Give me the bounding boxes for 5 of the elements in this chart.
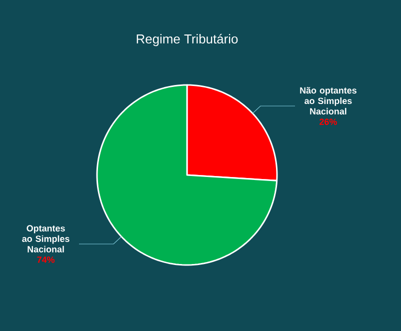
chart-title: Regime Tributário <box>136 34 238 46</box>
slice-label: Optantes ao Simples Nacional <box>22 225 70 252</box>
data-label: 26% <box>320 118 337 125</box>
slice-label: Não optantes ao Simples Nacional <box>300 87 356 115</box>
data-label: 74% <box>37 256 55 263</box>
